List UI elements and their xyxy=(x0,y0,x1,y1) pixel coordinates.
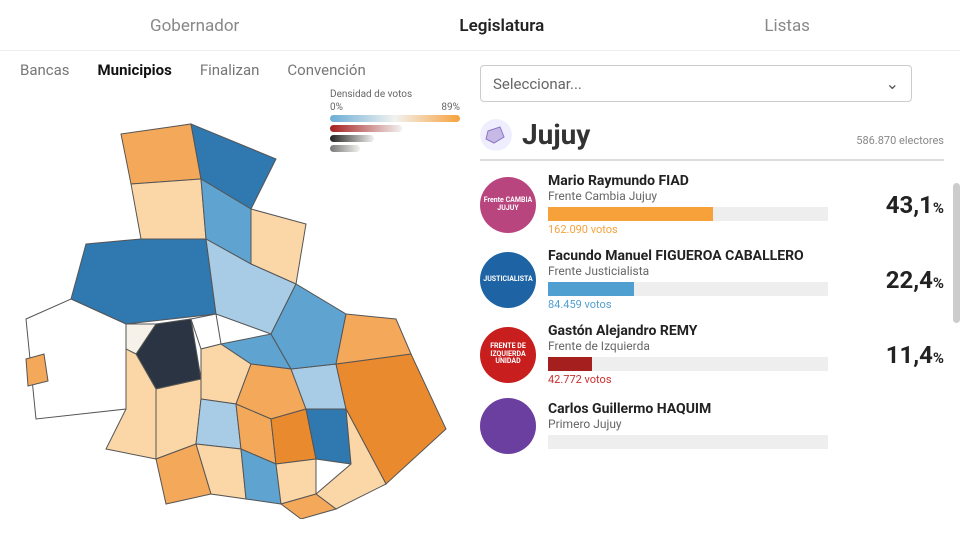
party-badge: Frente CAMBIA JUJUY xyxy=(480,177,536,233)
province-header: Jujuy 586.870 electores xyxy=(480,118,944,161)
legend-bar xyxy=(330,115,460,122)
party-name: Frente Justicialista xyxy=(548,264,846,278)
sub-tabs: Bancas Municipios Finalizan Convención xyxy=(16,61,464,79)
party-badge: FRENTE DE IZQUIERDA UNIDAD xyxy=(480,327,536,383)
party-badge: JUSTICIALISTA xyxy=(480,252,536,308)
legend-scale: 0% 89% xyxy=(330,102,460,113)
result-row[interactable]: JUSTICIALISTAFacundo Manuel FIGUEROA CAB… xyxy=(480,248,944,311)
party-badge xyxy=(480,398,536,454)
subtab-bancas[interactable]: Bancas xyxy=(20,61,70,79)
legend-max: 89% xyxy=(441,102,460,113)
legend-bars xyxy=(330,115,460,152)
result-body: Facundo Manuel FIGUEROA CABALLEROFrente … xyxy=(548,248,846,311)
results-list: Frente CAMBIA JUJUYMario Raymundo FIADFr… xyxy=(480,173,944,454)
vote-percentage: 43,1% xyxy=(858,191,944,219)
region-select[interactable]: Seleccionar... ⌄ xyxy=(480,65,912,102)
province-name: Jujuy xyxy=(522,118,846,151)
map-region[interactable] xyxy=(131,179,206,239)
vote-bar xyxy=(548,435,828,449)
vote-bar-fill xyxy=(548,207,713,221)
result-row[interactable]: Frente CAMBIA JUJUYMario Raymundo FIADFr… xyxy=(480,173,944,236)
subtab-finalizan[interactable]: Finalizan xyxy=(200,61,260,79)
party-name: Frente de Izquierda xyxy=(548,339,846,353)
vote-bar-fill xyxy=(548,357,592,371)
map-region[interactable] xyxy=(121,124,201,184)
result-row[interactable]: Carlos Guillermo HAQUIMPrimero Jujuy xyxy=(480,398,944,454)
tab-gobernador[interactable]: Gobernador xyxy=(142,12,247,40)
density-legend: Densidad de votos 0% 89% xyxy=(330,89,460,155)
chevron-down-icon: ⌄ xyxy=(886,74,899,93)
candidate-name: Facundo Manuel FIGUEROA CABALLERO xyxy=(548,248,846,264)
vote-count: 84.459 votos xyxy=(548,298,846,311)
vote-count: 162.090 votos xyxy=(548,223,846,236)
legend-bar xyxy=(330,145,360,152)
tab-legislatura[interactable]: Legislatura xyxy=(451,12,552,40)
legend-bar xyxy=(330,125,402,132)
result-row[interactable]: FRENTE DE IZQUIERDA UNIDADGastón Alejand… xyxy=(480,323,944,386)
legend-bar xyxy=(330,135,374,142)
vote-percentage: 11,4% xyxy=(858,341,944,369)
main-content: Bancas Municipios Finalizan Convención D… xyxy=(0,51,960,541)
right-panel: Seleccionar... ⌄ Jujuy 586.870 electores… xyxy=(480,51,960,541)
vote-bar xyxy=(548,357,828,371)
result-body: Gastón Alejandro REMYFrente de Izquierda… xyxy=(548,323,846,386)
map-region[interactable] xyxy=(26,354,48,386)
party-name: Primero Jujuy xyxy=(548,417,846,431)
top-tabs: Gobernador Legislatura Listas xyxy=(0,0,960,51)
candidate-name: Mario Raymundo FIAD xyxy=(548,173,846,189)
subtab-municipios[interactable]: Municipios xyxy=(98,61,172,79)
legend-title: Densidad de votos xyxy=(330,89,460,100)
vote-count: 42.772 votos xyxy=(548,373,846,386)
electores-count: 586.870 electores xyxy=(856,134,944,147)
legend-min: 0% xyxy=(330,102,343,113)
result-body: Carlos Guillermo HAQUIMPrimero Jujuy xyxy=(548,401,846,451)
select-placeholder: Seleccionar... xyxy=(493,75,582,93)
vote-bar xyxy=(548,207,828,221)
scrollbar[interactable] xyxy=(953,183,960,323)
subtab-convencion[interactable]: Convención xyxy=(287,61,365,79)
result-body: Mario Raymundo FIADFrente Cambia Jujuy 16… xyxy=(548,173,846,236)
map-container: Densidad de votos 0% 89% xyxy=(16,89,464,519)
tab-listas[interactable]: Listas xyxy=(756,12,818,40)
vote-percentage: 22,4% xyxy=(858,266,944,294)
province-icon xyxy=(480,119,512,151)
left-panel: Bancas Municipios Finalizan Convención D… xyxy=(0,51,480,541)
map-region[interactable] xyxy=(196,399,241,449)
party-name: Frente Cambia Jujuy xyxy=(548,189,846,203)
vote-bar xyxy=(548,282,828,296)
vote-bar-fill xyxy=(548,282,634,296)
candidate-name: Gastón Alejandro REMY xyxy=(548,323,846,339)
candidate-name: Carlos Guillermo HAQUIM xyxy=(548,401,846,417)
